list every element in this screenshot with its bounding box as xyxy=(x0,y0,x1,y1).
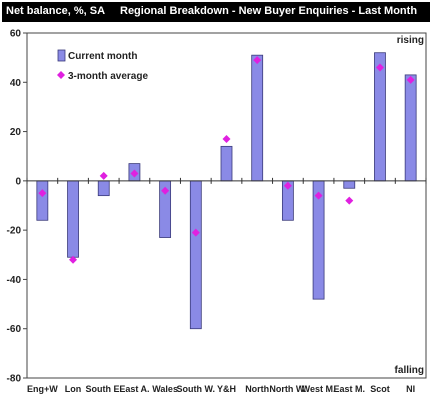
rising-label: rising xyxy=(397,35,424,46)
chart-title: Regional Breakdown - New Buyer Enquiries… xyxy=(120,5,418,17)
avg-marker-north xyxy=(253,56,262,65)
avg-marker-lon xyxy=(69,255,78,264)
avg-marker-east-m- xyxy=(345,196,354,205)
y-tick-label: -20 xyxy=(7,226,22,237)
y-tick-label: -40 xyxy=(7,275,22,286)
y-tick-label: 60 xyxy=(10,29,22,40)
legend-label-3-month-average: 3-month average xyxy=(68,71,148,82)
y-tick-label: -80 xyxy=(7,374,22,385)
legend-bar-swatch xyxy=(57,49,66,62)
legend-label-current-month: Current month xyxy=(68,51,137,62)
y-tick-label: 40 xyxy=(10,78,22,89)
x-category-label: East A. xyxy=(119,384,149,394)
y-tick-label: 20 xyxy=(10,127,22,138)
avg-marker-north-w- xyxy=(283,181,292,190)
x-category-label: West M. xyxy=(302,384,336,394)
bar-south-w- xyxy=(189,180,202,330)
avg-marker-south-e- xyxy=(99,171,108,180)
bar-east-m- xyxy=(343,180,356,189)
title-bar: Net balance, %, SA Regional Breakdown - … xyxy=(2,2,430,22)
x-category-label: South E. xyxy=(85,384,122,394)
x-category-label: NI xyxy=(406,384,415,394)
bar-south-e- xyxy=(97,180,110,197)
x-category-label: Wales xyxy=(152,384,178,394)
bar-eng-w xyxy=(36,180,49,221)
x-category-label: Y&H xyxy=(217,384,236,394)
x-category-label: North xyxy=(245,384,269,394)
avg-marker-east-a- xyxy=(130,169,139,178)
x-category-label: East M. xyxy=(334,384,366,394)
y-tick-label: -60 xyxy=(7,324,22,335)
bar-y-h xyxy=(220,145,233,182)
bar-north xyxy=(251,54,264,182)
x-category-label: Scot xyxy=(370,384,390,394)
x-category-label: Lon xyxy=(65,384,82,394)
legend-diamond-swatch xyxy=(57,71,65,79)
x-category-label: North W. xyxy=(269,384,306,394)
y-axis-label: Net balance, %, SA xyxy=(6,5,106,17)
avg-marker-wales xyxy=(161,186,170,195)
x-category-label: Eng+W xyxy=(27,384,58,394)
bar-lon xyxy=(67,180,79,258)
plot-frame xyxy=(26,32,427,379)
avg-marker-south-w- xyxy=(191,228,200,237)
bar-ni xyxy=(404,74,417,182)
avg-marker-y-h xyxy=(222,134,231,143)
avg-marker-west-m- xyxy=(314,191,323,200)
avg-marker-ni xyxy=(406,75,415,84)
y-tick-label: 0 xyxy=(15,176,21,187)
bar-scot xyxy=(374,52,386,182)
avg-marker-scot xyxy=(375,63,384,72)
falling-label: falling xyxy=(395,365,424,376)
avg-marker-eng-w xyxy=(38,189,47,198)
x-category-label: South W. xyxy=(177,384,216,394)
